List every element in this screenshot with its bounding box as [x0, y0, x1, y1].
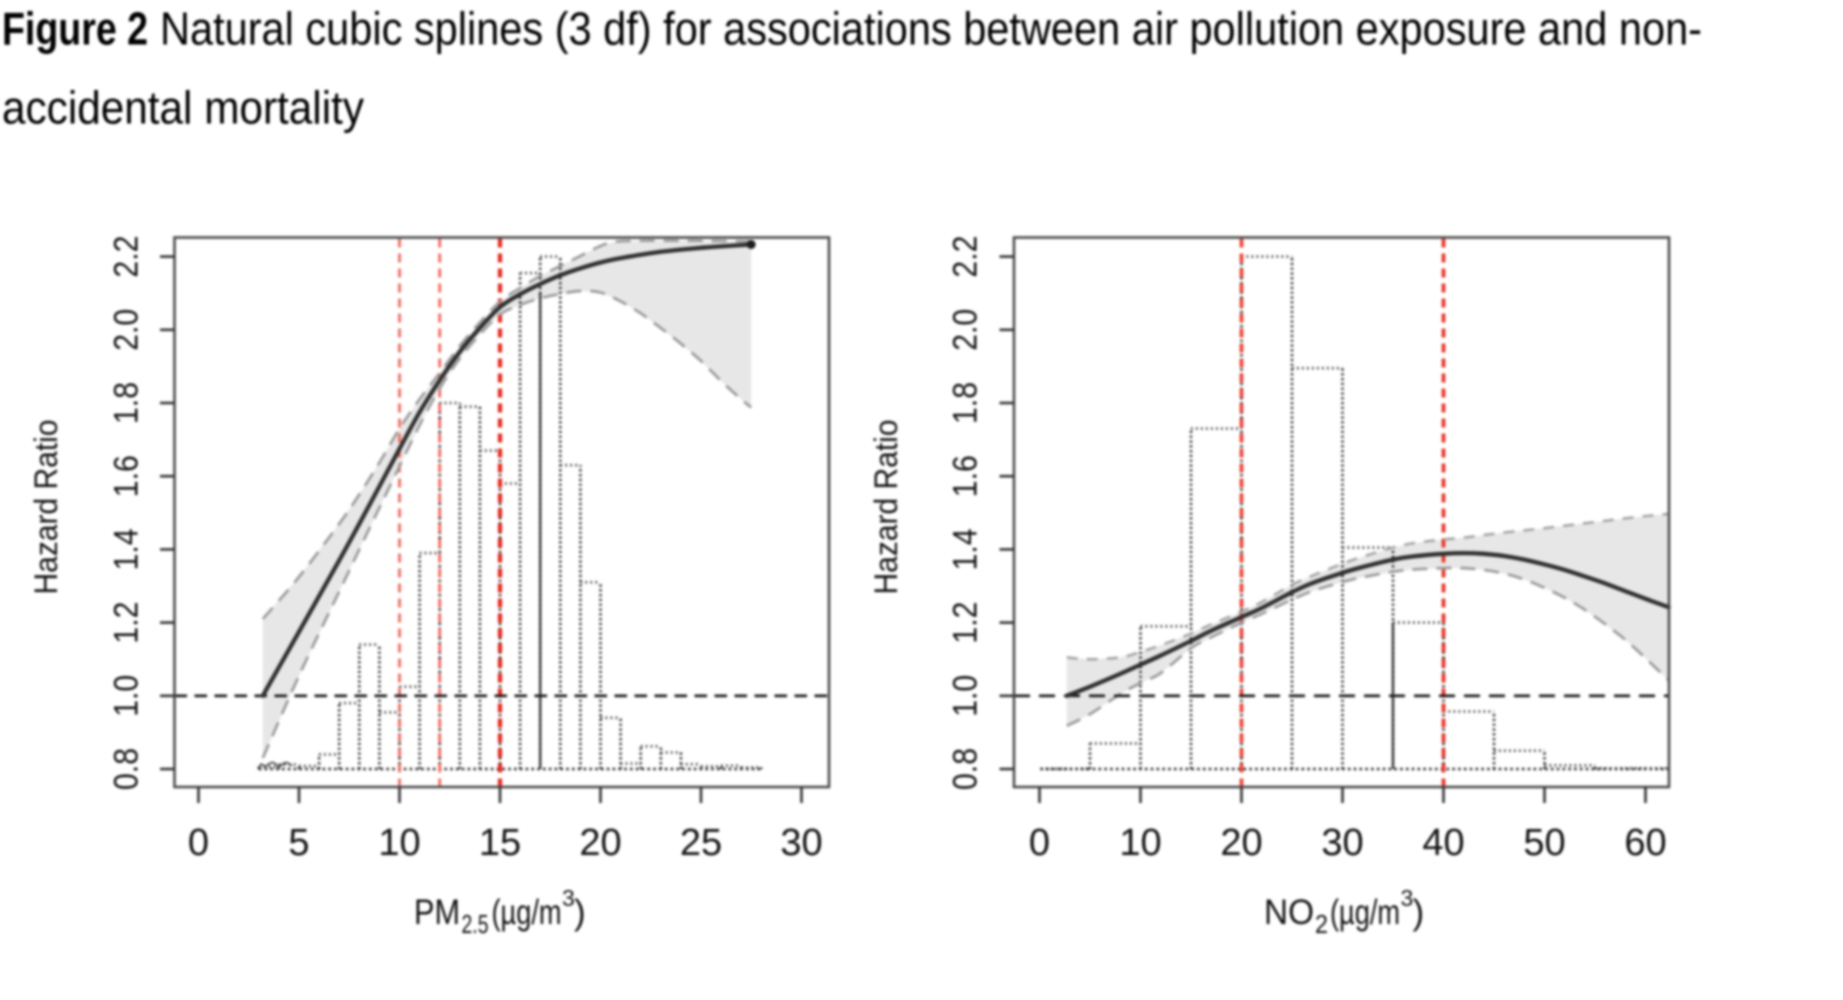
svg-text:1.0: 1.0 [108, 675, 146, 717]
svg-text:20: 20 [579, 822, 621, 864]
svg-text:1.6: 1.6 [108, 455, 146, 497]
svg-text:): ) [574, 893, 586, 932]
svg-text:1.2: 1.2 [947, 602, 985, 644]
svg-text:): ) [1413, 893, 1425, 932]
svg-text:0.8: 0.8 [108, 748, 146, 790]
svg-text:1.8: 1.8 [108, 382, 146, 424]
svg-text:Hazard Ratio: Hazard Ratio [28, 420, 64, 595]
svg-text:2.2: 2.2 [108, 236, 146, 278]
svg-text:60: 60 [1624, 822, 1666, 864]
svg-text:PM: PM [414, 893, 460, 932]
svg-text:2.0: 2.0 [108, 309, 146, 351]
svg-text:2.0: 2.0 [947, 309, 985, 351]
svg-text:3: 3 [1401, 885, 1414, 911]
svg-text:Hazard Ratio: Hazard Ratio [868, 420, 904, 595]
svg-text:Figure 2: Figure 2 [2, 3, 148, 55]
svg-text:2.2: 2.2 [947, 236, 985, 278]
svg-text:3: 3 [562, 885, 575, 911]
svg-text:40: 40 [1422, 822, 1464, 864]
svg-text:(µg/m: (µg/m [1330, 893, 1400, 932]
svg-text:20: 20 [1220, 822, 1262, 864]
svg-text:0: 0 [1029, 822, 1050, 864]
svg-text:10: 10 [1119, 822, 1161, 864]
svg-text:1.8: 1.8 [947, 382, 985, 424]
svg-text:accidental mortality: accidental mortality [2, 82, 364, 134]
svg-text:1.4: 1.4 [947, 528, 985, 570]
svg-text:50: 50 [1523, 822, 1565, 864]
svg-text:2.5: 2.5 [462, 911, 489, 939]
svg-text:NO: NO [1264, 893, 1314, 932]
svg-text:1.4: 1.4 [108, 528, 146, 570]
svg-text:1.0: 1.0 [947, 675, 985, 717]
svg-text:0.8: 0.8 [947, 748, 985, 790]
svg-text:10: 10 [378, 822, 420, 864]
svg-text:1.2: 1.2 [108, 602, 146, 644]
svg-text:(µg/m: (µg/m [492, 893, 562, 932]
svg-text:25: 25 [680, 822, 722, 864]
svg-text:2: 2 [1315, 911, 1328, 939]
svg-text:5: 5 [288, 822, 309, 864]
svg-text:Natural cubic splines (3 df) f: Natural cubic splines (3 df) for associa… [160, 3, 1702, 55]
svg-text:30: 30 [780, 822, 822, 864]
svg-text:30: 30 [1321, 822, 1363, 864]
svg-text:1.6: 1.6 [947, 455, 985, 497]
svg-text:0: 0 [188, 822, 209, 864]
svg-text:15: 15 [479, 822, 521, 864]
